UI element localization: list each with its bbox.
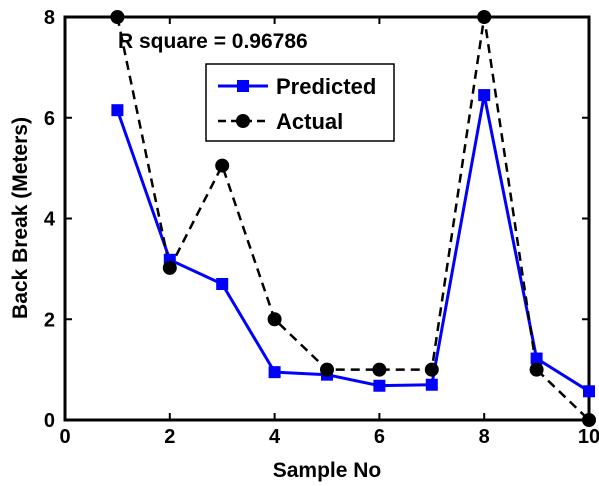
actual-legend-label: Actual (276, 109, 343, 134)
x-tick-label: 0 (59, 426, 70, 448)
x-tick-label: 10 (578, 426, 599, 448)
x-tick-label: 4 (269, 426, 281, 448)
legend: Predicted Actual (205, 63, 395, 142)
legend-box (205, 63, 395, 142)
actual-point (162, 260, 177, 275)
actual-legend-marker (236, 114, 250, 128)
actual-point (320, 362, 334, 377)
predicted-point (373, 379, 386, 392)
predicted-point (268, 366, 281, 379)
actual-point (110, 10, 125, 24)
actual-point (477, 10, 492, 24)
actual-series-line (116, 15, 590, 421)
x-tick-label: 8 (479, 426, 490, 448)
y-tick-label: 2 (44, 309, 55, 331)
actual-point (582, 413, 596, 427)
x-axis-label: Sample No (273, 459, 382, 482)
predicted-series-line (115, 93, 590, 393)
x-tick-label: 6 (374, 426, 385, 448)
predicted-point (216, 277, 229, 290)
predicted-point (478, 89, 491, 102)
predicted-legend-marker (237, 80, 249, 92)
y-tick-label: 0 (44, 410, 55, 432)
predicted-point (530, 352, 543, 365)
predicted-point (583, 385, 595, 398)
y-tick-label: 8 (44, 7, 55, 29)
actual-point (424, 362, 439, 377)
predicted-point (111, 104, 124, 117)
y-tick-label: 6 (44, 108, 55, 130)
x-tick-label: 2 (164, 426, 175, 448)
r-square-annotation: R square = 0.96786 (118, 30, 308, 53)
y-tick-label: 4 (44, 209, 56, 231)
actual-point (267, 312, 282, 327)
predicted-point (425, 378, 438, 391)
actual-point (372, 362, 387, 377)
actual-point (215, 158, 230, 173)
predicted-legend-label: Predicted (276, 74, 376, 99)
y-axis-label: Back Break (Meters) (9, 117, 32, 319)
actual-point (529, 362, 544, 377)
